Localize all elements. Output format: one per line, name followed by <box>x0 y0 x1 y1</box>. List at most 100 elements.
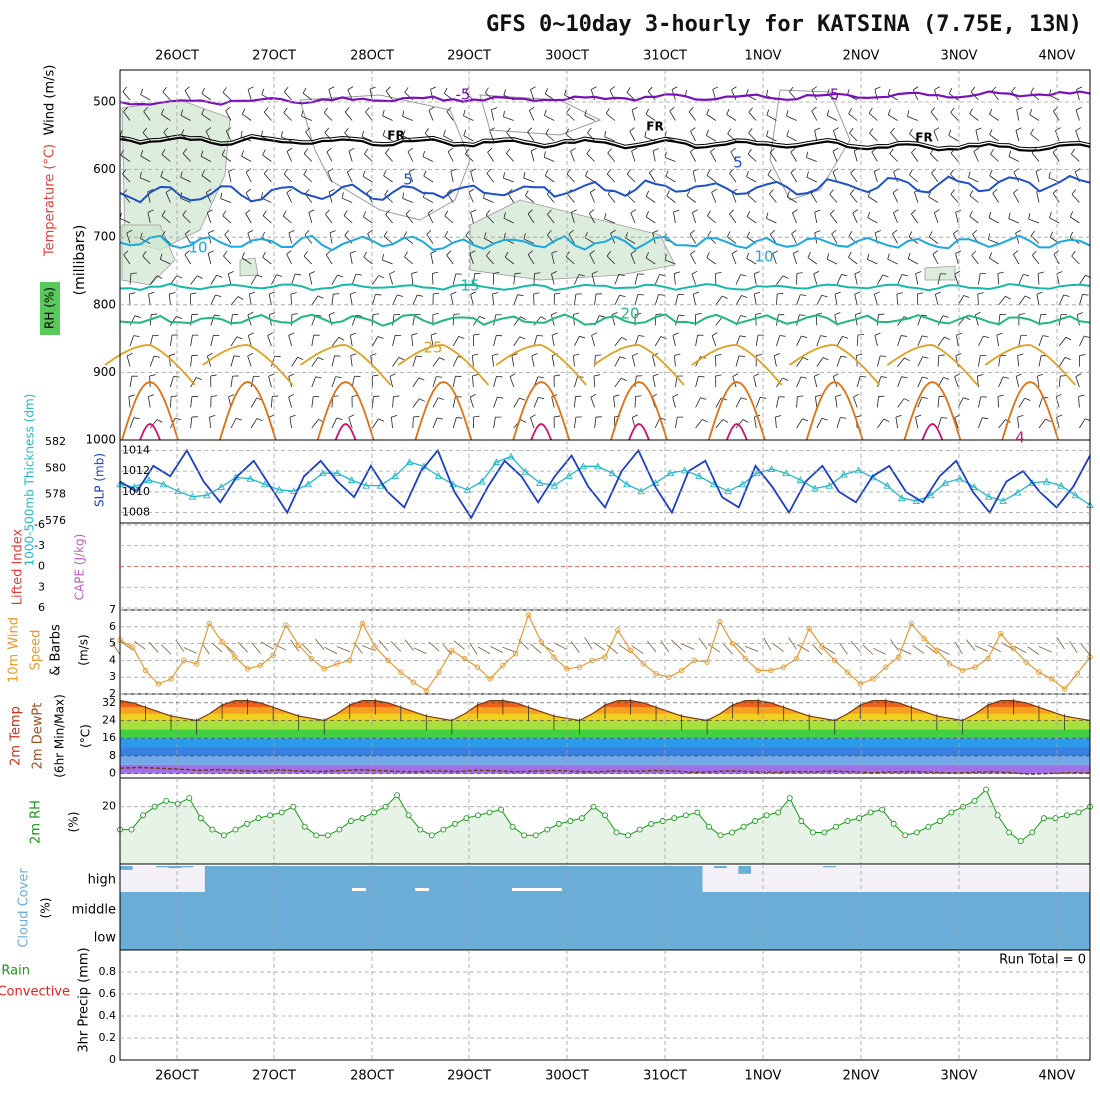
rh2m-point <box>486 809 493 816</box>
rh2m-point <box>578 815 585 822</box>
wind-barb <box>210 274 217 285</box>
wind-barb <box>149 356 155 367</box>
wind-barb <box>493 376 497 388</box>
wind-barb <box>631 417 636 429</box>
wind-barb-flag <box>403 231 408 238</box>
wind10m-point <box>334 661 340 667</box>
wind-barb <box>1036 294 1040 306</box>
wind-barb <box>917 397 923 408</box>
wind10m-barb <box>530 643 542 654</box>
wind-barb <box>323 112 333 121</box>
wind-barb-flag <box>692 209 698 213</box>
wind-barb-flag <box>341 192 344 199</box>
wind-barb <box>917 356 924 367</box>
wind-barb-flag <box>327 168 334 173</box>
wind-barb <box>811 110 818 121</box>
rh2m-point <box>994 812 1001 819</box>
wind-barb-flag <box>955 250 962 254</box>
wind-barb <box>874 294 878 306</box>
temp-band <box>120 755 1090 765</box>
wind-barb-flag <box>754 291 761 295</box>
li-tick: -3 <box>34 539 45 552</box>
wind-barb <box>911 152 919 162</box>
wind-barb <box>731 253 737 265</box>
wind-barb-flag <box>305 127 311 133</box>
wind-barb-flag <box>402 130 406 137</box>
wind-barb-flag <box>470 168 477 172</box>
li-tick: 6 <box>38 601 45 614</box>
wind-barb-flag <box>793 250 799 254</box>
wind-barb <box>129 293 131 306</box>
wind-barb <box>1079 275 1086 285</box>
thickness-point <box>1013 488 1022 496</box>
wind-barb-flag <box>308 209 315 213</box>
cloud-high-bar <box>605 866 618 892</box>
wind-barb-flag <box>829 209 835 215</box>
thickness-point <box>536 478 544 486</box>
precip-panel <box>119 949 1091 1061</box>
wind10m-point <box>487 676 493 682</box>
wind-barb-flag <box>122 86 127 92</box>
wind-barb <box>1055 396 1060 408</box>
contour-35-line <box>725 423 748 441</box>
wind-barb-flag <box>268 373 275 377</box>
contour-10-line <box>119 234 1091 252</box>
thickness-point <box>1071 491 1080 499</box>
wind-barb-flag <box>977 292 984 295</box>
wind-barb <box>566 173 575 183</box>
wind-barb <box>331 294 334 306</box>
rh2m-point <box>197 815 204 822</box>
rh2m-point <box>613 829 620 836</box>
wind-barb-flag <box>303 251 308 257</box>
wind-barb <box>706 257 717 265</box>
wind-barb <box>210 294 216 306</box>
wind-barb-flag <box>487 147 493 153</box>
wind-barb <box>180 114 191 121</box>
wind-barb-flag <box>385 209 390 215</box>
wind-barb <box>892 192 898 203</box>
wind-barb-flag <box>182 148 188 154</box>
wind-barb <box>614 356 621 367</box>
wind-barb <box>311 376 317 388</box>
wind-barb-flag <box>511 353 518 357</box>
thickness-point <box>941 478 949 486</box>
wind-barb <box>1015 376 1020 388</box>
wind-barb <box>288 396 292 408</box>
wind-barb <box>690 131 696 142</box>
wind-barb-flag <box>389 270 396 275</box>
wind-barb <box>849 132 858 142</box>
wind-barb <box>530 89 535 101</box>
wind-barb <box>210 314 215 326</box>
wind10m-barb <box>593 642 606 651</box>
wind-barb-flag <box>148 394 155 398</box>
wind-barb <box>423 196 434 203</box>
wind-barb-flag <box>247 86 254 90</box>
wind-barb <box>848 113 858 121</box>
contour-label: 5 <box>403 171 413 189</box>
wind10m-point <box>602 654 608 660</box>
wind-barb <box>230 355 235 367</box>
ylabel-millibars: (millibars) <box>72 225 88 296</box>
wind-barb-flag <box>344 230 349 236</box>
wind-barb <box>573 355 575 367</box>
wind-barb-flag <box>678 314 685 317</box>
rh2m-point <box>394 792 401 799</box>
wind-barb <box>129 376 133 388</box>
rh2m-point <box>890 820 897 827</box>
wind-barb <box>753 294 757 306</box>
wind10m-point <box>359 620 366 627</box>
wind-barb-flag <box>381 253 385 261</box>
cloud-high-bar <box>204 866 218 892</box>
thickness-point <box>304 480 312 488</box>
wind-barb-flag <box>770 229 775 235</box>
wind-barb-flag <box>463 129 467 136</box>
wind-barb <box>139 177 151 183</box>
wind-barb-flag <box>256 418 263 422</box>
thickness-point <box>753 469 761 477</box>
wind-barb <box>591 335 595 347</box>
wind10m-barb <box>428 641 440 652</box>
wind-barb-flag <box>586 148 591 154</box>
wind-barb-flag <box>173 376 180 378</box>
date-label-top: 28OCT <box>350 49 394 64</box>
wind-barb-flag <box>261 231 266 238</box>
